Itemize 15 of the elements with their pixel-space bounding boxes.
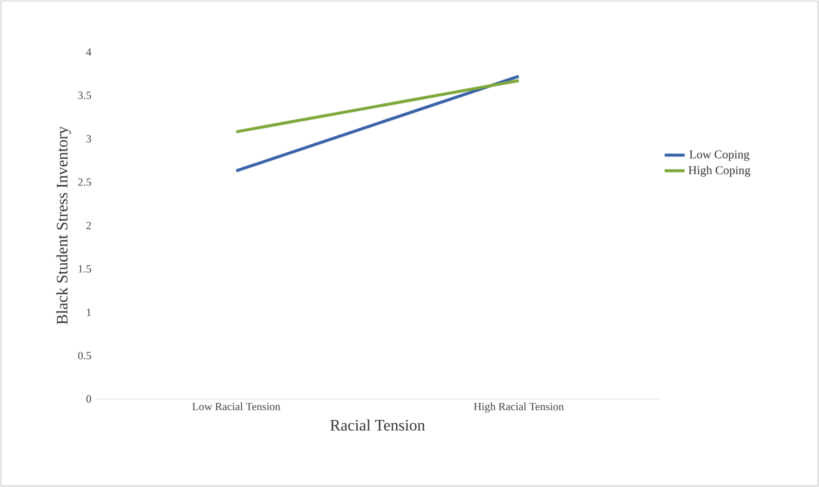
y-tick-label: 2.5 [78,178,92,186]
legend-label: Low Coping [690,150,750,161]
y-tick-label: 3.5 [78,92,92,100]
y-axis-title: Black Student Stress Inventory [56,126,71,324]
y-tick-label: 2 [86,222,91,230]
x-axis-title: Racial Tension [330,419,425,431]
x-tick-label: Low Racial Tension [192,402,280,410]
y-tick-label: 0.5 [78,352,92,360]
legend-label: High Coping [688,166,750,177]
y-tick-label: 0 [86,395,92,403]
y-tick-label: 1.5 [78,265,92,273]
y-tick-label: 1 [86,308,91,316]
y-tick-label: 4 [86,48,92,56]
x-tick-label: High Racial Tension [474,402,564,413]
y-tick-label: 3 [86,135,92,142]
